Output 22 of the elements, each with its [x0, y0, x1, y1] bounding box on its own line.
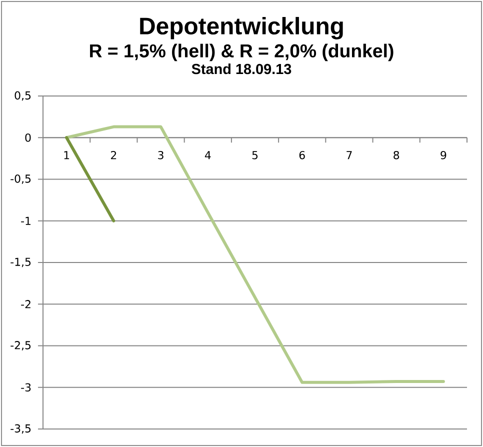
x-tick-label: 8 [394, 150, 400, 160]
x-tick-label: 3 [158, 150, 164, 160]
y-tick-label: -1 [21, 216, 30, 225]
chart-title: Depotentwicklung [140, 16, 343, 40]
line-series [65, 125, 445, 384]
y-tick-label: -3,5 [10, 424, 31, 434]
y-tick-label: -0,5 [10, 174, 31, 184]
y-tick-label: 0 [25, 133, 31, 142]
chart-subtitle: R = 1,5% (hell) & R = 2,0% (dunkel) [90, 44, 394, 62]
x-tick-label: 7 [346, 151, 352, 160]
x-tick-label: 6 [299, 150, 305, 160]
y-tick-label: 0,5 [14, 91, 31, 101]
y-tick-label: -2 [21, 300, 30, 308]
x-tick-label: 2 [110, 150, 116, 160]
x-tick-label: 4 [204, 151, 211, 160]
y-tick-label: -1,5 [10, 258, 31, 268]
x-tick-label: 1 [64, 151, 70, 160]
x-tick-label: 9 [440, 150, 446, 160]
x-tick-label: 5 [252, 151, 258, 160]
text: Stand 18.09.13 [192, 64, 292, 74]
y-tick-label: -3 [21, 383, 31, 392]
y-tick-label: -2,5 [10, 341, 31, 350]
